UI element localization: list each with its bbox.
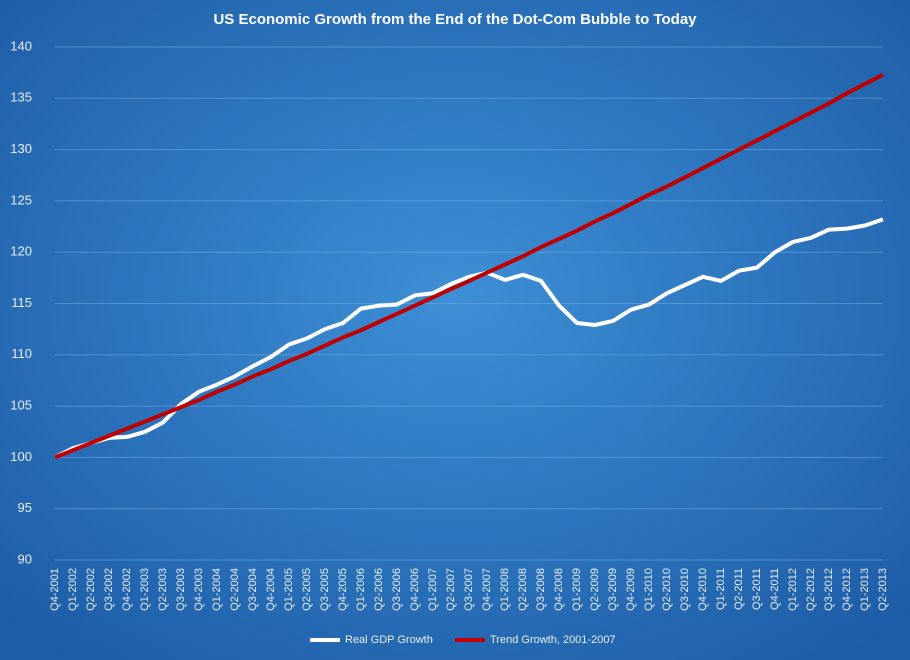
y-tick-label: 115 xyxy=(11,295,32,310)
x-tick-label: Q4-2009 xyxy=(625,568,637,611)
y-tick-label: 110 xyxy=(11,346,32,361)
x-tick-label: Q4-2011 xyxy=(769,568,781,610)
x-tick-label: Q4-2001 xyxy=(49,568,61,611)
x-tick-label: Q1-2005 xyxy=(283,568,295,611)
x-tick-label: Q3-2010 xyxy=(679,568,691,611)
y-tick-label: 100 xyxy=(10,449,32,464)
x-tick-label: Q4-2007 xyxy=(481,568,493,611)
y-tick-label: 140 xyxy=(10,38,32,53)
x-tick-label: Q1-2011 xyxy=(715,568,727,610)
x-tick-label: Q3-2008 xyxy=(535,568,547,611)
x-tick-label: Q1-2002 xyxy=(67,568,79,611)
x-tick-label: Q3-2007 xyxy=(463,568,475,611)
x-tick-label: Q4-2006 xyxy=(409,568,421,611)
x-tick-label: Q2-2002 xyxy=(85,568,97,611)
y-tick-label: 135 xyxy=(10,90,32,105)
y-tick-label: 125 xyxy=(10,192,32,207)
x-tick-label: Q2-2003 xyxy=(157,568,169,611)
x-tick-label: Q1-2012 xyxy=(787,568,799,611)
x-tick-label: Q3-2002 xyxy=(103,568,115,611)
y-tick-label: 130 xyxy=(10,141,32,156)
x-tick-label: Q2-2011 xyxy=(733,568,745,610)
x-tick-label: Q2-2004 xyxy=(229,568,241,611)
chart-title: US Economic Growth from the End of the D… xyxy=(213,11,697,28)
x-tick-label: Q1-2004 xyxy=(211,568,223,611)
x-tick-label: Q3-2009 xyxy=(607,568,619,611)
x-tick-label: Q3-2003 xyxy=(175,568,187,611)
line-series xyxy=(54,72,884,460)
x-tick-label: Q1-2003 xyxy=(139,568,151,611)
x-tick-label: Q1-2006 xyxy=(355,568,367,611)
x-tick-label: Q4-2012 xyxy=(841,568,853,611)
x-tick-label: Q1-2007 xyxy=(427,568,439,611)
x-tick-label: Q4-2004 xyxy=(265,568,277,611)
x-tick-label: Q4-2002 xyxy=(121,568,133,611)
x-tick-label: Q4-2005 xyxy=(337,568,349,611)
x-tick-label: Q1-2010 xyxy=(643,568,655,611)
x-tick-label: Q3-2012 xyxy=(823,568,835,611)
line-series xyxy=(54,217,884,460)
x-tick-label: Q2-2007 xyxy=(445,568,457,611)
y-tick-label: 90 xyxy=(18,551,32,566)
x-tick-label: Q2-2012 xyxy=(805,568,817,611)
x-tick-label: Q3-2004 xyxy=(247,568,259,611)
x-tick-label: Q1-2013 xyxy=(859,568,871,611)
y-tick-label: 120 xyxy=(10,244,32,259)
x-tick-label: Q2-2010 xyxy=(661,568,673,611)
x-tick-label: Q4-2010 xyxy=(697,568,709,611)
y-tick-label: 95 xyxy=(18,500,32,515)
y-tick-label: 105 xyxy=(10,398,32,413)
x-tick-label: Q3-2006 xyxy=(391,568,403,611)
legend-label: Real GDP Growth xyxy=(345,634,433,646)
x-tick-label: Q2-2009 xyxy=(589,568,601,611)
x-tick-label: Q2-2008 xyxy=(517,568,529,611)
x-tick-label: Q2-2005 xyxy=(301,568,313,611)
x-tick-label: Q1-2008 xyxy=(499,568,511,611)
x-tick-label: Q3-2011 xyxy=(751,568,763,610)
legend-label: Trend Growth, 2001-2007 xyxy=(490,634,616,646)
x-tick-label: Q2-2006 xyxy=(373,568,385,611)
x-tick-label: Q2-2013 xyxy=(877,568,889,611)
x-tick-label: Q4-2003 xyxy=(193,568,205,611)
x-tick-label: Q4-2008 xyxy=(553,568,565,611)
x-tick-label: Q1-2009 xyxy=(571,568,583,611)
x-tick-label: Q3-2005 xyxy=(319,568,331,611)
